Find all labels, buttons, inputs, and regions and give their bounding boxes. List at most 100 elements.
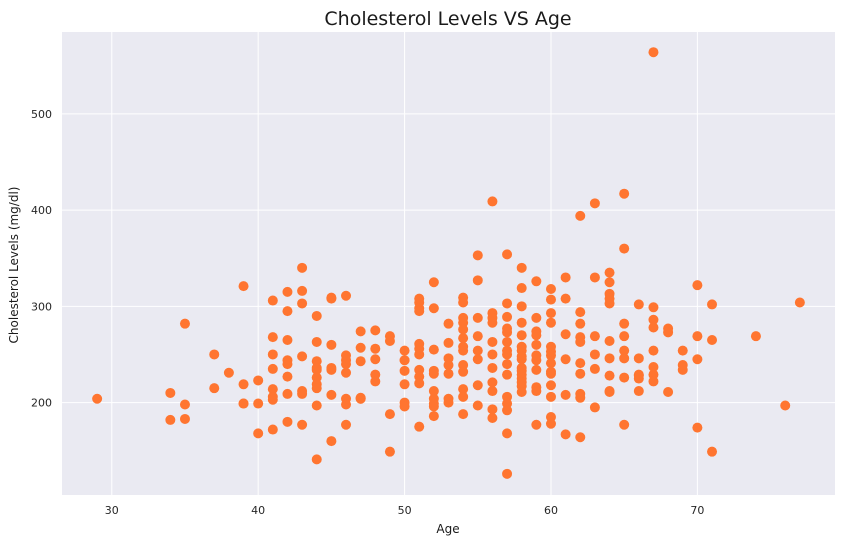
scatter-point — [370, 343, 381, 354]
y-axis-label: Cholesterol Levels (mg/dl) — [7, 187, 21, 344]
scatter-point — [370, 354, 381, 365]
scatter-point — [428, 398, 439, 409]
scatter-point — [341, 359, 352, 370]
chart-title: Cholesterol Levels VS Age — [324, 8, 571, 30]
scatter-point — [545, 391, 556, 402]
scatter-point — [589, 331, 600, 342]
scatter-point — [414, 306, 425, 317]
scatter-point — [589, 349, 600, 360]
scatter-point — [282, 286, 293, 297]
scatter-point — [502, 428, 513, 439]
scatter-point — [209, 383, 220, 394]
scatter-point — [619, 243, 630, 254]
y-tick-label: 300 — [31, 300, 52, 313]
scatter-point — [502, 249, 513, 260]
scatter-point — [267, 363, 278, 374]
scatter-point — [311, 310, 322, 321]
scatter-point — [428, 303, 439, 314]
scatter-point — [575, 336, 586, 347]
scatter-point — [487, 386, 498, 397]
scatter-point — [165, 387, 176, 398]
scatter-point — [487, 412, 498, 423]
scatter-point — [619, 345, 630, 356]
scatter-point — [326, 436, 337, 447]
scatter-point — [633, 386, 644, 397]
scatter-point — [502, 468, 513, 479]
tick-labels: 30 40 50 60 70 200 300 400 500 — [31, 108, 704, 517]
scatter-point — [560, 429, 571, 440]
scatter-point — [428, 386, 439, 397]
scatter-point — [253, 428, 264, 439]
scatter-point — [648, 322, 659, 333]
scatter-point — [589, 272, 600, 283]
scatter-point — [516, 283, 527, 294]
scatter-point — [545, 418, 556, 429]
scatter-point — [179, 318, 190, 329]
scatter-point — [545, 380, 556, 391]
scatter-point — [502, 359, 513, 370]
scatter-point — [267, 295, 278, 306]
scatter-point — [458, 391, 469, 402]
scatter-point — [238, 281, 249, 292]
scatter-point — [428, 344, 439, 355]
scatter-point — [516, 301, 527, 312]
scatter-point — [414, 421, 425, 432]
scatter-point — [311, 400, 322, 411]
scatter-point — [531, 312, 542, 323]
scatter-point — [399, 365, 410, 376]
scatter-point — [502, 405, 513, 416]
scatter-point — [531, 355, 542, 366]
scatter-point — [458, 297, 469, 308]
scatter-point — [707, 446, 718, 457]
scatter-point — [516, 317, 527, 328]
scatter-point — [516, 330, 527, 341]
scatter-point — [297, 419, 308, 430]
scatter-point — [472, 312, 483, 323]
scatter-point — [692, 422, 703, 433]
scatter-point — [502, 349, 513, 360]
x-axis-label: Age — [436, 522, 459, 536]
scatter-point — [399, 401, 410, 412]
scatter-point — [545, 358, 556, 369]
scatter-point — [589, 363, 600, 374]
scatter-point — [282, 388, 293, 399]
scatter-point — [458, 384, 469, 395]
scatter-point — [560, 354, 571, 365]
scatter-point — [531, 386, 542, 397]
scatter-point — [341, 399, 352, 410]
scatter-point — [428, 368, 439, 379]
scatter-point — [604, 298, 615, 309]
scatter-point — [297, 262, 308, 273]
scatter-point — [502, 369, 513, 380]
scatter-point — [516, 262, 527, 273]
scatter-point — [458, 333, 469, 344]
y-tick-label: 500 — [31, 108, 52, 121]
scatter-point — [487, 336, 498, 347]
scatter-point — [443, 360, 454, 371]
scatter-point — [414, 349, 425, 360]
scatter-point — [297, 298, 308, 309]
scatter-point — [267, 349, 278, 360]
scatter-point — [633, 353, 644, 364]
scatter-point — [619, 318, 630, 329]
scatter-point — [589, 198, 600, 209]
plot-area — [62, 32, 835, 495]
scatter-point — [267, 384, 278, 395]
scatter-point — [355, 326, 366, 337]
scatter-point — [545, 317, 556, 328]
scatter-point — [502, 327, 513, 338]
scatter-point — [326, 364, 337, 375]
scatter-point — [531, 364, 542, 375]
scatter-point — [92, 393, 103, 404]
scatter-point — [619, 331, 630, 342]
scatter-point — [238, 379, 249, 390]
scatter-point — [282, 416, 293, 427]
scatter-point — [487, 377, 498, 388]
scatter-point — [384, 335, 395, 346]
scatter-point — [282, 335, 293, 346]
scatter-point — [267, 332, 278, 343]
x-tick-label: 40 — [251, 504, 265, 517]
y-tick-label: 200 — [31, 397, 52, 410]
scatter-point — [297, 388, 308, 399]
scatter-point — [472, 275, 483, 286]
